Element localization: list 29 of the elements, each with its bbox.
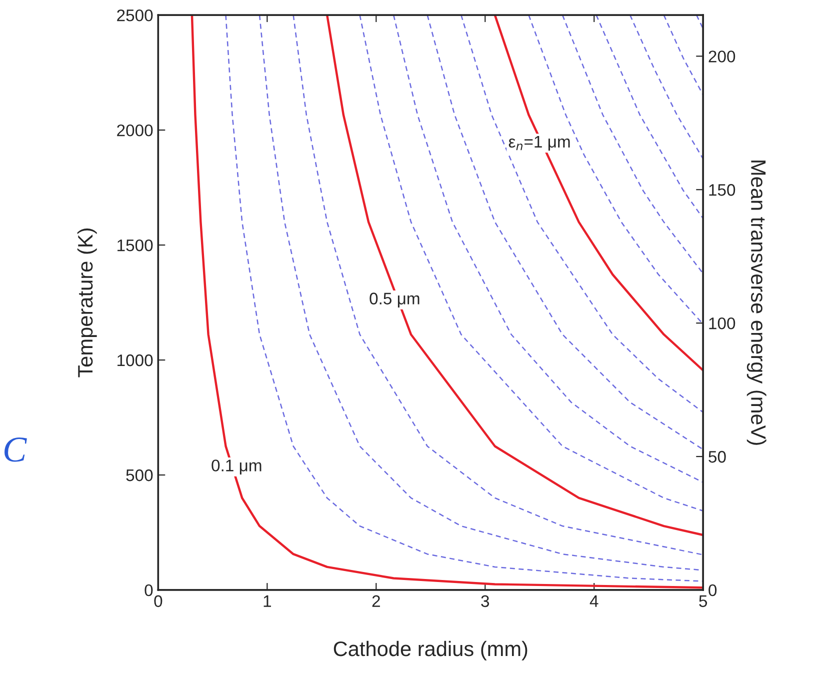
y2-tick-label: 200: [708, 50, 736, 62]
y-tick-label: 0: [144, 584, 153, 596]
annotation: 0.1 μm: [212, 460, 262, 474]
x-tick-label: 2: [372, 595, 380, 607]
x-tick-label: 5: [699, 595, 708, 608]
y2-tick-label: 0: [708, 584, 717, 596]
x-tick-label: 1: [264, 595, 271, 607]
x-tick-label: 3: [481, 595, 490, 608]
annotation: ε$_{n}$=1 μm: [508, 136, 570, 151]
y2-tick-label: 150: [709, 184, 736, 196]
line-series: [426, 15, 704, 450]
annotation: 0.5 μm: [370, 292, 420, 308]
y-tick-label: 1000: [118, 354, 153, 366]
y2-tick-label: 100: [709, 317, 736, 330]
line-series: [629, 15, 704, 160]
text: C: [4, 438, 27, 462]
line-series: [494, 15, 704, 372]
y2-tick-label: 50: [708, 450, 726, 463]
y-tick-label: 1500: [118, 239, 153, 252]
x-axis-title: Cathode radius (mm): [334, 640, 528, 660]
x-tick-label: 4: [590, 595, 598, 607]
y-tick-label: 500: [126, 469, 153, 482]
y-axis-title: Temperature (K): [77, 228, 97, 378]
y-tick-label: 2000: [117, 124, 153, 136]
x-tick-label: 0: [154, 595, 162, 608]
line-series: [460, 15, 704, 413]
y-tick-label: 2500: [117, 9, 153, 22]
y2-axis-title: Mean transverse energy (meV): [746, 160, 766, 445]
line-series: [596, 15, 704, 219]
